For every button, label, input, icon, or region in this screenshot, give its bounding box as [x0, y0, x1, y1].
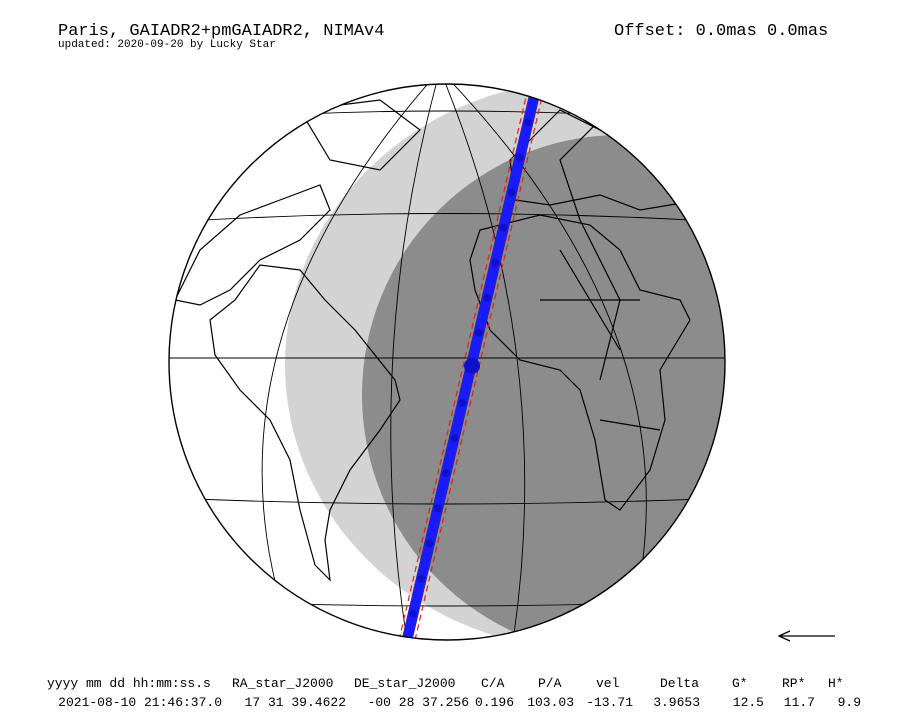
path-dot	[515, 153, 524, 162]
path-dot	[433, 504, 442, 513]
column-header: P/A	[538, 676, 562, 691]
globe	[169, 84, 725, 653]
table-cell: 11.7	[784, 695, 815, 710]
column-header: Delta	[660, 676, 699, 691]
path-dot	[425, 539, 434, 548]
path-dot	[524, 118, 533, 127]
column-header: vel	[596, 676, 620, 691]
column-header: H*	[828, 676, 844, 691]
data-table: yyyy mm dd hh:mm:ss.s RA_star_J2000 DE_sta…	[47, 676, 861, 710]
globe-outline	[168, 83, 726, 641]
path-dot	[417, 574, 426, 583]
path-dot	[409, 609, 418, 618]
table-cell: 2021-08-10 21:46:37.0	[58, 695, 222, 710]
path-dot	[474, 328, 483, 337]
column-header: C/A	[481, 676, 505, 691]
path-dot	[499, 223, 508, 232]
table-cell: 17 31 39.4622	[245, 695, 346, 710]
path-dot	[483, 293, 492, 302]
table-cell: -00 28 37.256	[368, 695, 469, 710]
arrow-head	[777, 630, 791, 642]
path-dot	[442, 469, 451, 478]
path-dot	[507, 188, 516, 197]
column-header: yyyy mm dd hh:mm:ss.s	[47, 676, 211, 691]
path-dot	[491, 258, 500, 267]
offset: Offset: 0.0mas 0.0mas	[614, 22, 828, 41]
column-header: G*	[732, 676, 748, 691]
path-dot	[450, 434, 459, 443]
table-cell: 12.5	[733, 695, 764, 710]
table-cell: 0.196	[475, 695, 514, 710]
table-cell: 3.9653	[653, 695, 700, 710]
title: Paris, GAIADR2+pmGAIADR2, NIMAv4	[58, 22, 384, 41]
path-dot	[458, 399, 467, 408]
table-cell: 9.9	[838, 695, 861, 710]
path-dot	[401, 645, 409, 653]
table-cell: -13.71	[586, 695, 633, 710]
path-dot	[532, 84, 541, 92]
column-header: DE_star_J2000	[354, 676, 455, 691]
column-header: RA_star_J2000	[232, 676, 333, 691]
center-dot	[464, 358, 480, 374]
subtitle: updated: 2020-09-20 by Lucky Star	[58, 39, 276, 51]
column-header: RP*	[782, 676, 805, 691]
table-cell: 103.03	[527, 695, 574, 710]
coastlines	[174, 99, 702, 582]
night-zone	[362, 135, 725, 640]
